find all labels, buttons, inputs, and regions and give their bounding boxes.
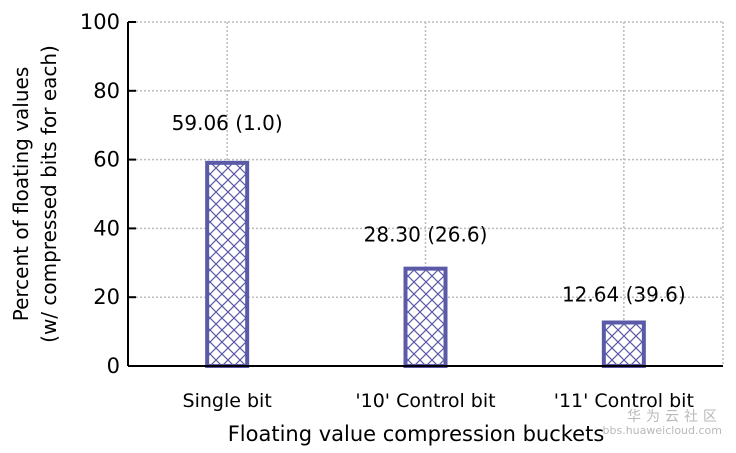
- x-tick-label: Single bit: [183, 390, 272, 412]
- y-axis-title-line: Percent of floating values: [9, 67, 33, 322]
- y-tick-label: 60: [93, 148, 120, 172]
- bar: [601, 320, 646, 369]
- y-tick-label: 40: [93, 216, 120, 240]
- y-tick-label: 100: [80, 10, 120, 34]
- labels: 0 20 40 60 80 100 Single bit '10' Control bit '1…: [9, 10, 694, 446]
- bar-value-label: 28.30 (26.6): [364, 223, 488, 247]
- y-tick-label: 20: [93, 285, 120, 309]
- bar: [205, 160, 250, 368]
- watermark-url: bbs.huaweicloud.com: [602, 424, 722, 438]
- y-tick-label: 80: [93, 79, 120, 103]
- watermark-brand: 华为云社区: [627, 409, 722, 425]
- bar: [403, 266, 448, 369]
- x-tick-label: '11' Control bit: [554, 390, 694, 412]
- x-axis-title: Floating value compression buckets: [228, 422, 605, 446]
- bar-value-label: 12.64 (39.6): [562, 283, 686, 307]
- x-tick-label: '10' Control bit: [355, 390, 495, 412]
- y-axis-title-line: (w/ compressed bits for each): [37, 45, 61, 343]
- axes: [127, 21, 723, 367]
- bars: [205, 160, 646, 369]
- bar-value-label: 59.06 (1.0): [172, 111, 283, 135]
- watermark: 华为云社区 bbs.huaweicloud.com: [602, 409, 722, 438]
- y-tick-label: 0: [107, 354, 120, 378]
